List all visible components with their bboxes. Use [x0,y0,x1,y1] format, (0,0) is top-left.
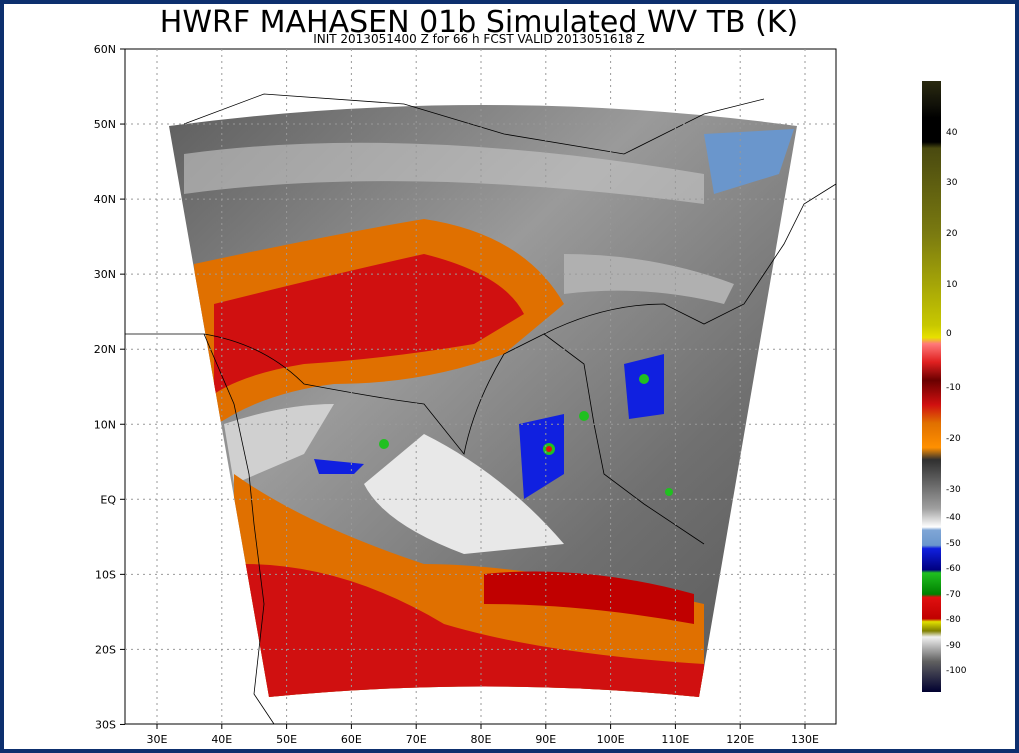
lon-label: 30E [147,733,168,746]
colorbar-label: -80 [946,615,961,625]
lat-label: 30N [94,268,116,281]
colorbar-label: 40 [946,128,958,138]
lon-label: 90E [535,733,556,746]
colorbar [922,81,941,692]
lon-label: 60E [341,733,362,746]
title: HWRF MAHASEN 01b Simulated WV TB (K) [160,5,798,40]
colorbar-label: -20 [946,434,961,444]
lon-label: 120E [726,733,754,746]
lon-label: 40E [211,733,232,746]
colorbar-label: -40 [946,513,961,523]
colorbar-label: 20 [946,229,958,239]
colorbar-label: 30 [946,178,958,188]
colorbar-label: -70 [946,590,961,600]
colorbar-label: -90 [946,641,961,651]
lon-label: 130E [791,733,819,746]
lon-label: 50E [276,733,297,746]
lon-label: 80E [471,733,492,746]
lat-label: EQ [100,493,116,506]
satellite-imagery [169,105,797,697]
lat-label: 60N [94,43,116,56]
lat-label: 10S [95,568,116,581]
colorbar-label: 0 [946,329,952,339]
colorbar-label: -100 [946,666,967,676]
colorbar-label: 10 [946,280,958,290]
lon-label: 110E [661,733,689,746]
lat-label: 10N [94,418,116,431]
colorbar-label: -30 [946,485,961,495]
lat-label: 20S [95,643,116,656]
graticule [125,49,836,724]
figure: HWRF MAHASEN 01b Simulated WV TB (K) INI… [94,5,967,746]
lat-label: 50N [94,118,116,131]
lat-label: 20N [94,343,116,356]
lat-label: 30S [95,718,116,731]
colorbar-label: -10 [946,383,961,393]
lat-label: 40N [94,193,116,206]
colorbar-label: -50 [946,539,961,549]
lon-label: 100E [597,733,625,746]
colorbar-label: -60 [946,564,961,574]
coastlines [125,93,837,725]
lon-label: 70E [406,733,427,746]
subtitle: INIT 2013051400 Z for 66 h FCST VALID 20… [313,32,645,46]
